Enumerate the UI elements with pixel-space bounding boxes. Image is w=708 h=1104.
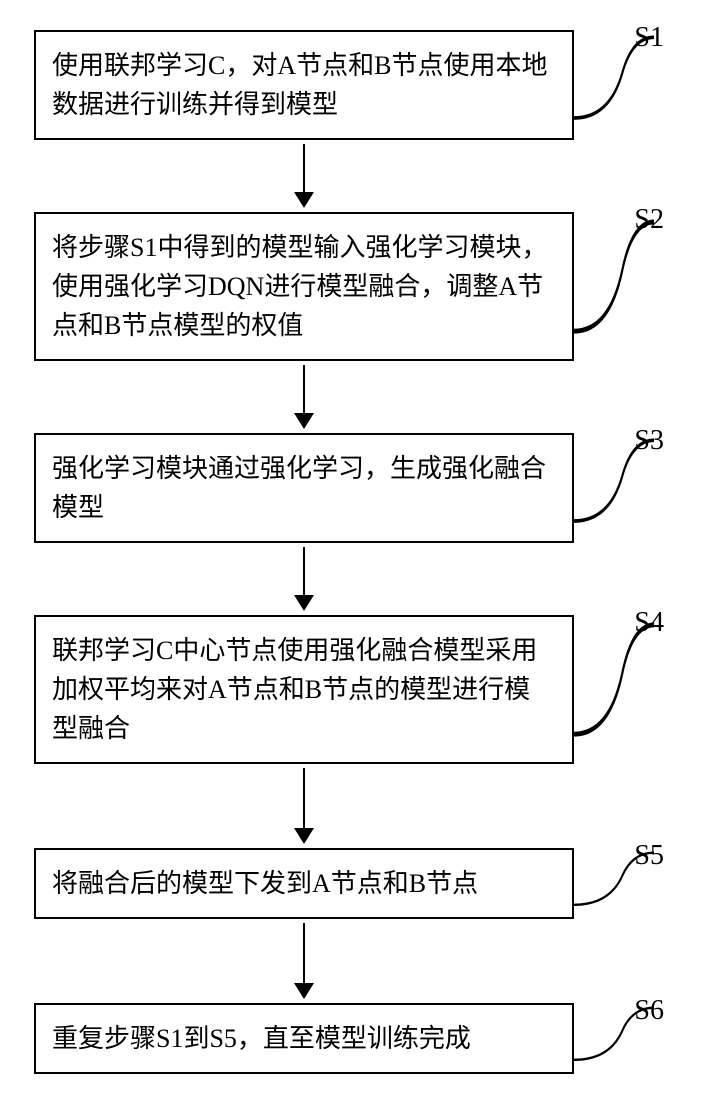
arrow-down-icon (294, 768, 314, 844)
step-row: 重复步骤S1到S5，直至模型训练完成S6 (34, 1003, 674, 1074)
arrow-head (294, 983, 314, 999)
step-box: 联邦学习C中心节点使用强化融合模型采用加权平均来对A节点和B节点的模型进行模型融… (34, 615, 574, 764)
step-row: 联邦学习C中心节点使用强化融合模型采用加权平均来对A节点和B节点的模型进行模型融… (34, 615, 674, 764)
step-row: 强化学习模块通过强化学习，生成强化融合模型S3 (34, 433, 674, 543)
label-wrap: S6 (574, 1003, 664, 1074)
arrow-head (294, 413, 314, 429)
arrow-head (294, 192, 314, 208)
step-row: 将步骤S1中得到的模型输入强化学习模块，使用强化学习DQN进行模型融合，调整A节… (34, 212, 674, 361)
step-label: S5 (634, 840, 664, 872)
arrow-line (303, 365, 305, 413)
arrow-down-icon (294, 365, 314, 429)
arrow-head (294, 595, 314, 611)
label-wrap: S5 (574, 848, 664, 919)
arrow-line (303, 144, 305, 192)
step-row: 使用联邦学习C，对A节点和B节点使用本地数据进行训练并得到模型S1 (34, 30, 674, 140)
arrow-line (303, 547, 305, 595)
label-wrap: S4 (574, 615, 664, 764)
flowchart: 使用联邦学习C，对A节点和B节点使用本地数据进行训练并得到模型S1将步骤S1中得… (34, 30, 674, 1074)
arrow-line (303, 768, 305, 828)
step-box: 使用联邦学习C，对A节点和B节点使用本地数据进行训练并得到模型 (34, 30, 574, 140)
arrow-down-icon (294, 547, 314, 611)
step-label: S3 (634, 425, 664, 457)
arrow-down-icon (294, 923, 314, 999)
step-row: 将融合后的模型下发到A节点和B节点S5 (34, 848, 674, 919)
step-box: 强化学习模块通过强化学习，生成强化融合模型 (34, 433, 574, 543)
label-wrap: S2 (574, 212, 664, 361)
arrow-line (303, 923, 305, 983)
step-label: S2 (634, 204, 664, 236)
step-box: 重复步骤S1到S5，直至模型训练完成 (34, 1003, 574, 1074)
step-box: 将融合后的模型下发到A节点和B节点 (34, 848, 574, 919)
arrow-head (294, 828, 314, 844)
step-label: S1 (634, 22, 664, 54)
step-label: S4 (634, 607, 664, 639)
label-wrap: S3 (574, 433, 664, 543)
step-box: 将步骤S1中得到的模型输入强化学习模块，使用强化学习DQN进行模型融合，调整A节… (34, 212, 574, 361)
arrow-down-icon (294, 144, 314, 208)
label-wrap: S1 (574, 30, 664, 140)
